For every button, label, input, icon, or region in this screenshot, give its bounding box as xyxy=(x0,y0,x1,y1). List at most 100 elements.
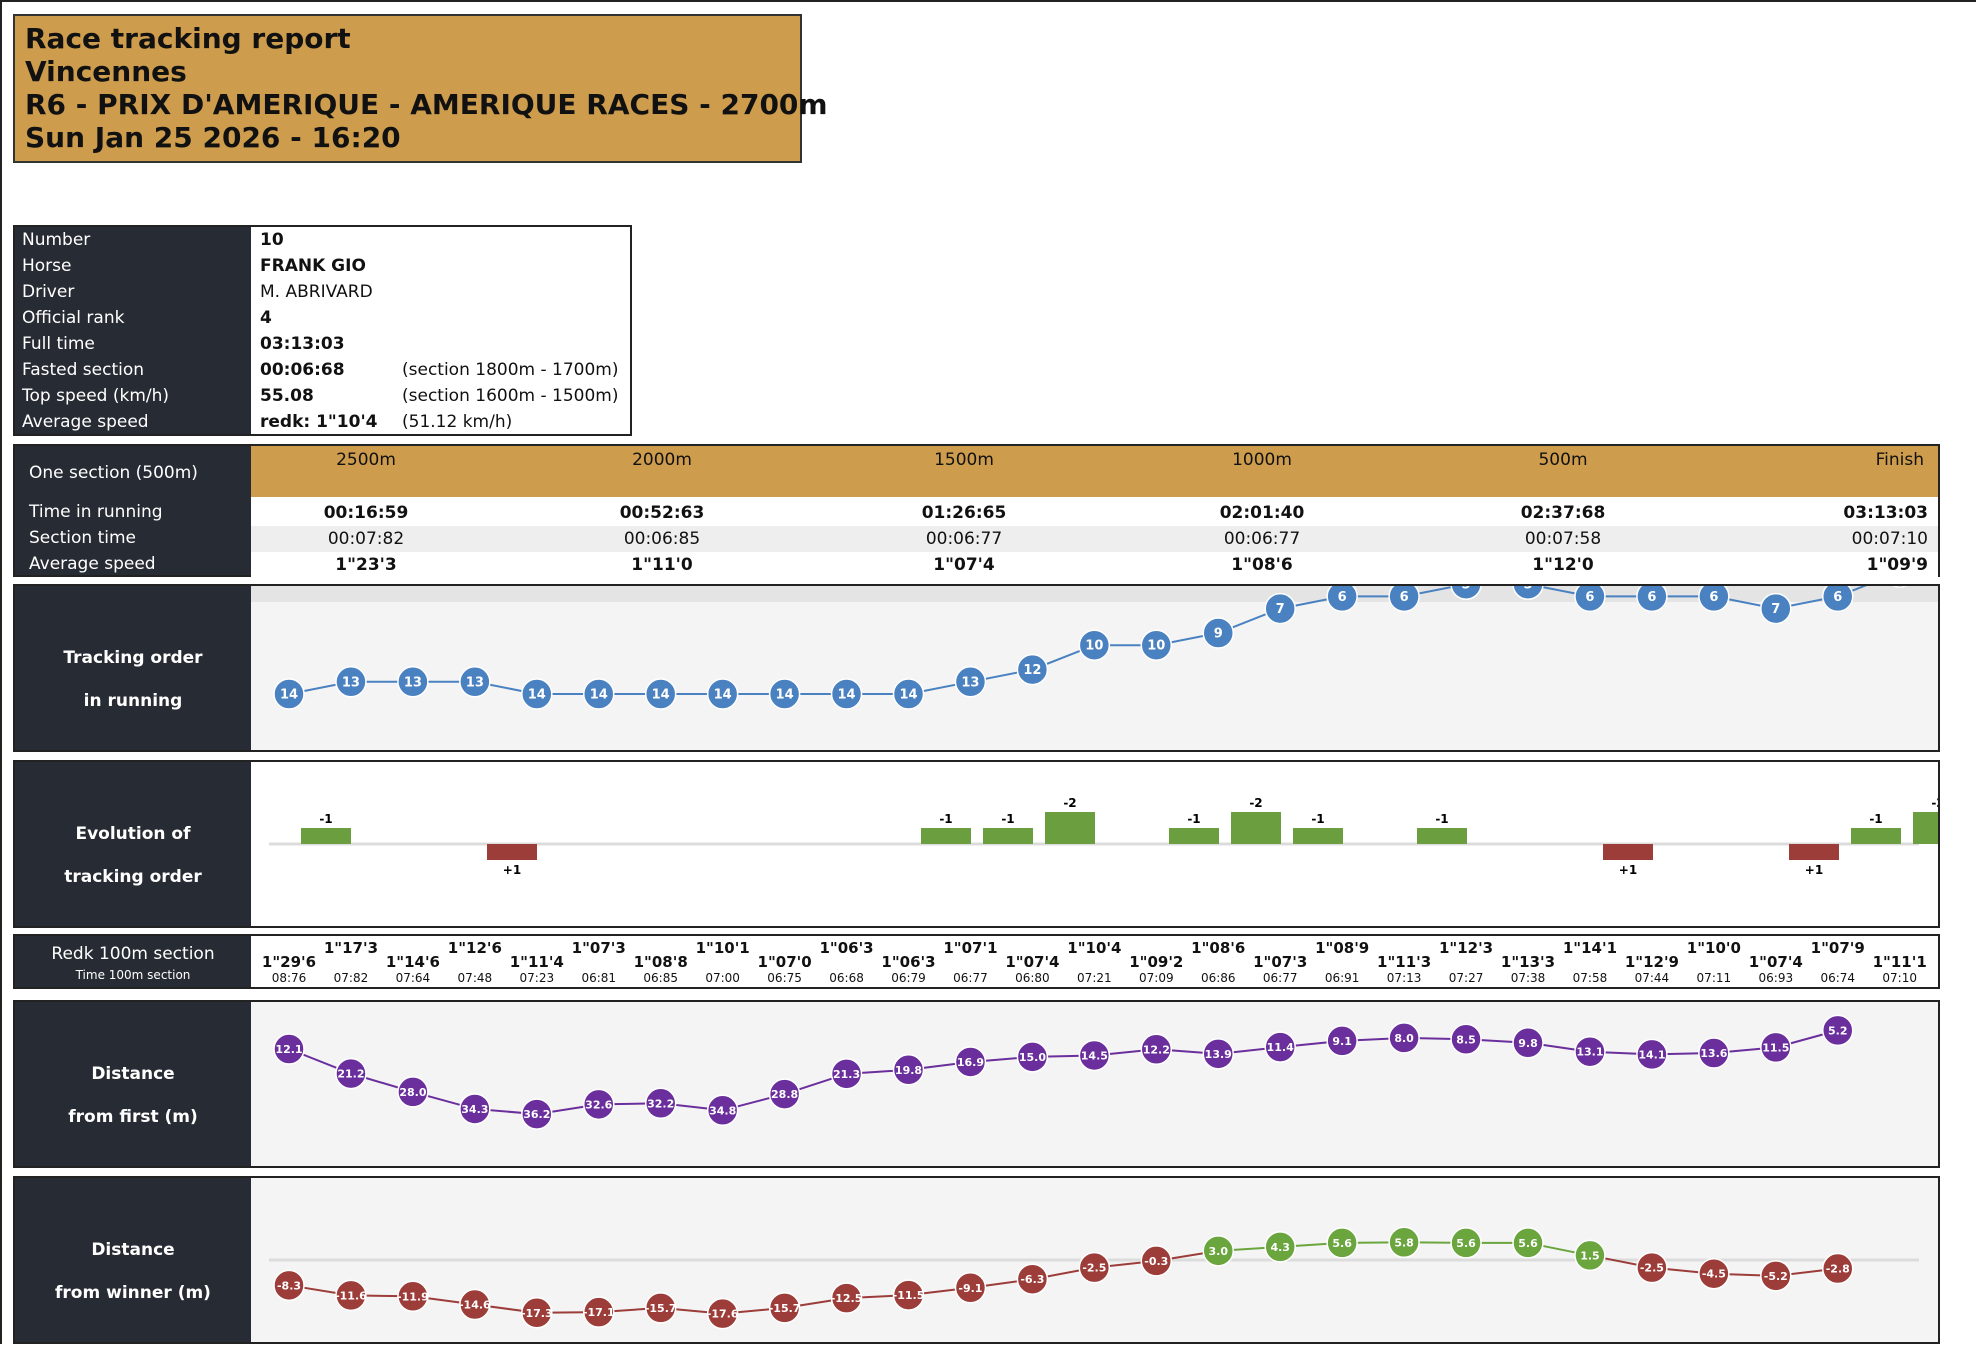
evolution-label: +1 xyxy=(503,863,521,877)
distance-winner-label-line2: from winner (m) xyxy=(55,1283,211,1303)
redk-value: 1"12'6 xyxy=(447,939,502,957)
distance-winner-value: -0.3 xyxy=(1144,1255,1168,1268)
redk-time: 08:76 xyxy=(271,971,307,985)
info-value: 00:06:68 xyxy=(260,360,345,380)
evolution-label: -2 xyxy=(1249,796,1262,810)
distance-first-point: 13.6 xyxy=(1698,1037,1730,1069)
distance-winner-point: 5.6 xyxy=(1450,1227,1482,1259)
tracking-order-value: 13 xyxy=(342,675,360,690)
tracking-order-point: 14 xyxy=(273,678,305,710)
distance-first-point: 21.2 xyxy=(335,1057,367,1090)
tracking-order-value: 9 xyxy=(1214,627,1223,642)
evolution-gain-bar: -2 xyxy=(1045,796,1095,844)
distance-first-point: 11.4 xyxy=(1264,1031,1296,1063)
sections-header-label: One section (500m) xyxy=(29,463,198,483)
redk-time: 06:77 xyxy=(953,971,988,985)
distance-first-point: 8.5 xyxy=(1450,1023,1482,1056)
info-value: FRANK GIO xyxy=(260,256,366,276)
distance-first-point: 9.8 xyxy=(1512,1027,1544,1059)
distance-winner-point: 5.6 xyxy=(1326,1227,1358,1259)
tracking-order-point: 13 xyxy=(335,666,367,698)
distance-first-point: 12.2 xyxy=(1140,1033,1173,1066)
tracking-order-point: 4 xyxy=(1892,586,1907,588)
distance-winner-point: -2.5 xyxy=(1636,1251,1668,1284)
redk-time: 06:91 xyxy=(1324,971,1360,985)
distance-first-value: 13.1 xyxy=(1576,1046,1603,1059)
evolution-gain-bar: -1 xyxy=(1851,812,1901,844)
row-label-time-in-running: Time in running xyxy=(29,502,163,522)
tracking-order-point: 6 xyxy=(1698,586,1730,613)
redk-time: 06:85 xyxy=(643,971,678,985)
redk-value: 1"10'1 xyxy=(695,939,750,957)
distance-from-winner-chart: -8.3 -11.6 -11.9 -14.6 -17.3 -17.1 -15.7 -17.6 -… xyxy=(269,1226,1919,1330)
distance-winner-value: -17.1 xyxy=(583,1306,615,1319)
report-header: Race tracking report Vincennes R6 - PRIX… xyxy=(13,14,828,163)
redk-value: 1"11'4 xyxy=(509,953,564,971)
distance-first-value: 13.9 xyxy=(1205,1048,1232,1061)
evolution-gain-bar: -1 xyxy=(1169,812,1219,844)
evolution-label: +1 xyxy=(1805,863,1823,877)
redk-value: 1"11'1 xyxy=(1872,953,1927,971)
redk-value: 1"07'1 xyxy=(943,939,998,957)
tracking-order-point: 13 xyxy=(459,666,491,698)
distance-winner-point: 1.5 xyxy=(1574,1239,1606,1272)
evolution-label: -2 xyxy=(1063,796,1076,810)
redk-value: 1"10'0 xyxy=(1686,939,1741,957)
info-label: Fasted section xyxy=(22,360,145,380)
average-speed-cell: 1"07'4 xyxy=(933,555,995,575)
distance-winner-value: -6.3 xyxy=(1020,1273,1044,1286)
distance-winner-value: -11.9 xyxy=(397,1290,429,1303)
tracking-order-value: 7 xyxy=(1771,602,1780,617)
tracking-order-label: Tracking order in running xyxy=(15,586,251,750)
time-in-running-cell: 02:01:40 xyxy=(1219,503,1305,523)
tracking-order-point: 14 xyxy=(583,678,615,710)
distance-winner-point: -0.3 xyxy=(1140,1245,1173,1277)
tracking-order-point: 14 xyxy=(892,678,925,710)
distance-from-winner-panel: Distance from winner (m) -8.3 -11.6 -11.9-… xyxy=(13,1176,1940,1344)
distance-first-value: 34.8 xyxy=(709,1104,736,1117)
info-value: 03:13:03 xyxy=(260,334,345,354)
redk-value: 1"06'3 xyxy=(819,939,874,957)
average-speed-row: 1"23'3 1"11'0 1"07'4 1"08'6 1"12'0 1"09'9 xyxy=(251,552,1938,578)
time-in-running-cell: 03:13:03 xyxy=(1843,503,1928,523)
tracking-order-point: 6 xyxy=(1822,586,1854,613)
redk-label-cell: Redk 100m section Time 100m section xyxy=(15,936,251,987)
distance-first-value: 36.2 xyxy=(523,1108,550,1121)
distance-winner-value: 5.8 xyxy=(1394,1236,1414,1249)
section-point-2000m: 2000m xyxy=(632,450,692,470)
average-speed-cell: 1"08'6 xyxy=(1231,555,1293,575)
tracking-order-chart: 14 13 13 13 14 14 14 14 14 14 14 13 12 10 10 9 7 6 6 5 5 6 6 6 7… xyxy=(251,586,1938,710)
distance-first-point: 28.0 xyxy=(397,1076,429,1108)
distance-winner-value: -8.3 xyxy=(277,1279,301,1292)
info-value: 10 xyxy=(260,230,284,250)
tracking-order-value: 6 xyxy=(1585,590,1594,605)
section-time-cell: 00:07:58 xyxy=(1524,529,1602,549)
tracking-order-value: 10 xyxy=(1085,639,1103,654)
distance-winner-point: 3.0 xyxy=(1202,1235,1234,1267)
distance-first-value: 9.8 xyxy=(1518,1037,1538,1050)
distance-winner-point: -17.3 xyxy=(521,1297,553,1329)
redk-value: 1"07'9 xyxy=(1810,939,1865,957)
info-label: Number xyxy=(22,230,91,250)
tracking-order-value: 14 xyxy=(838,688,856,703)
tracking-order-value: 14 xyxy=(899,688,917,703)
info-row: Top speed (km/h) 55.08 (section 1600m - 15… xyxy=(15,383,630,409)
redk-value: 1"12'9 xyxy=(1624,953,1679,971)
redk-value: 1"08'9 xyxy=(1315,939,1370,957)
distance-winner-value: -9.1 xyxy=(958,1282,982,1295)
distance-winner-point: -14.6 xyxy=(459,1288,491,1321)
tracking-order-value: 14 xyxy=(280,688,298,703)
distance-from-first-chart: 12.1 21.2 28.0 34.3 36.2 32.6 32.2 34.8 28.8 21.3… xyxy=(273,1014,1854,1130)
distance-winner-point: -17.1 xyxy=(583,1296,615,1328)
tracking-order-point: 6 xyxy=(1636,586,1668,613)
tracking-order-value: 6 xyxy=(1833,590,1842,605)
evolution-label-line1: Evolution of xyxy=(75,824,191,844)
info-note: (section 1800m - 1700m) xyxy=(402,360,619,380)
time-in-running-cell: 00:52:63 xyxy=(619,503,705,523)
distance-winner-value: -15.7 xyxy=(645,1302,677,1315)
distance-first-value: 32.6 xyxy=(585,1098,612,1111)
distance-first-value: 11.5 xyxy=(1762,1041,1789,1054)
evolution-label: -1 xyxy=(1435,812,1448,826)
distance-first-value: 8.5 xyxy=(1456,1033,1476,1046)
distance-winner-point: -2.5 xyxy=(1078,1251,1111,1284)
